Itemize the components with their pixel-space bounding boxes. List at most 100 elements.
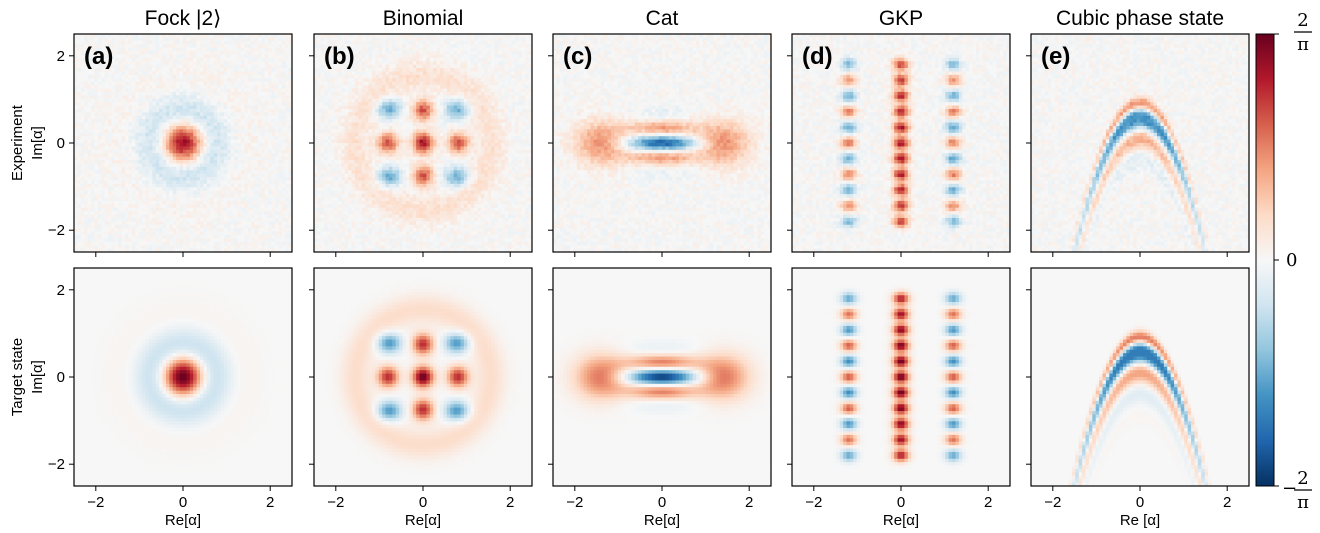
heatmap-cell: [152, 184, 156, 188]
heatmap-cell: [163, 242, 167, 246]
heatmap-cell: [129, 201, 133, 205]
heatmap-cell: [231, 68, 235, 72]
heatmap-cell: [135, 221, 139, 225]
heatmap-cell: [180, 58, 184, 62]
heatmap-cell: [176, 75, 180, 79]
heatmap-cell: [105, 95, 109, 99]
heatmap-cell: [111, 123, 115, 127]
heatmap-cell: [132, 95, 136, 99]
heatmap-cell: [241, 194, 245, 198]
heatmap-cell: [159, 89, 163, 93]
heatmap-cell: [227, 211, 231, 215]
heatmap-cell: [173, 211, 177, 215]
heatmap-cell: [149, 51, 153, 55]
heatmap-cell: [224, 174, 228, 178]
heatmap-cell: [241, 167, 245, 171]
heatmap-cell: [241, 191, 245, 195]
heatmap-cell: [122, 232, 126, 236]
heatmap-cell: [241, 54, 245, 58]
heatmap-cell: [142, 228, 146, 232]
heatmap-cell: [115, 177, 119, 181]
heatmap-cell: [220, 140, 224, 144]
heatmap-cell: [94, 129, 98, 133]
heatmap-cell: [156, 126, 160, 130]
heatmap-cell: [122, 126, 126, 130]
heatmap-cell: [139, 68, 143, 72]
heatmap-cell: [91, 82, 95, 86]
heatmap-cell: [234, 116, 238, 120]
heatmap-cell: [101, 208, 105, 212]
heatmap-cell: [98, 211, 102, 215]
heatmap-cell: [149, 170, 153, 174]
heatmap-cell: [125, 71, 129, 75]
heatmap-cell: [190, 133, 194, 137]
heatmap-cell: [220, 75, 224, 79]
heatmap-cell: [122, 184, 126, 188]
heatmap-cell: [149, 238, 153, 242]
heatmap-cell: [142, 235, 146, 239]
heatmap-cell: [176, 54, 180, 58]
heatmap-cell: [217, 82, 221, 86]
heatmap-cell: [88, 163, 92, 167]
heatmap-cell: [180, 54, 184, 58]
heatmap-cell: [111, 150, 115, 154]
heatmap-cell: [159, 153, 163, 157]
heatmap-cell: [193, 119, 197, 123]
heatmap-cell: [125, 140, 129, 144]
heatmap-cell: [183, 89, 187, 93]
heatmap-cell: [111, 215, 115, 219]
heatmap-cell: [122, 106, 126, 110]
heatmap-cell: [193, 157, 197, 161]
heatmap-cell: [227, 89, 231, 93]
heatmap-cell: [122, 235, 126, 239]
heatmap-cell: [101, 136, 105, 140]
heatmap-cell: [210, 232, 214, 236]
heatmap-cell: [193, 51, 197, 55]
heatmap-cell: [173, 160, 177, 164]
heatmap-cell: [84, 116, 88, 120]
heatmap-cell: [180, 133, 184, 137]
heatmap-cell: [88, 194, 92, 198]
heatmap-cell: [183, 85, 187, 89]
heatmap-cell: [186, 198, 190, 202]
heatmap-cell: [207, 78, 211, 82]
heatmap-cell: [193, 99, 197, 103]
heatmap-cell: [193, 106, 197, 110]
heatmap-cell: [98, 112, 102, 116]
heatmap-cell: [207, 112, 211, 116]
heatmap-cell: [132, 163, 136, 167]
heatmap-cell: [244, 170, 248, 174]
heatmap-cell: [159, 37, 163, 41]
heatmap-cell: [217, 123, 221, 127]
heatmap-cell: [122, 191, 126, 195]
heatmap-cell: [132, 82, 136, 86]
heatmap-cell: [105, 116, 109, 120]
heatmap-cell: [183, 65, 187, 69]
heatmap-cell: [190, 228, 194, 232]
heatmap-cell: [77, 221, 81, 225]
heatmap-cell: [231, 65, 235, 69]
heatmap-cell: [149, 232, 153, 236]
heatmap-cell: [125, 194, 129, 198]
heatmap-cell: [156, 112, 160, 116]
heatmap-cell: [118, 153, 122, 157]
heatmap-cell: [241, 109, 245, 113]
heatmap-cell: [152, 232, 156, 236]
heatmap-cell: [84, 123, 88, 127]
heatmap-cell: [241, 225, 245, 229]
heatmap-cell: [94, 163, 98, 167]
heatmap-cell: [152, 102, 156, 106]
heatmap-cell: [98, 221, 102, 225]
heatmap-cell: [135, 44, 139, 48]
heatmap-cell: [129, 225, 133, 229]
heatmap-cell: [156, 102, 160, 106]
heatmap-cell: [186, 85, 190, 89]
heatmap-cell: [183, 92, 187, 96]
panel-experiment-1: 20−2(a)Fock |2⟩: [48, 7, 292, 257]
heatmap-cell: [227, 99, 231, 103]
heatmap-cell: [238, 51, 242, 55]
heatmap-cell: [77, 116, 81, 120]
heatmap-cell: [156, 99, 160, 103]
heatmap-cell: [173, 204, 177, 208]
heatmap-cell: [197, 191, 201, 195]
